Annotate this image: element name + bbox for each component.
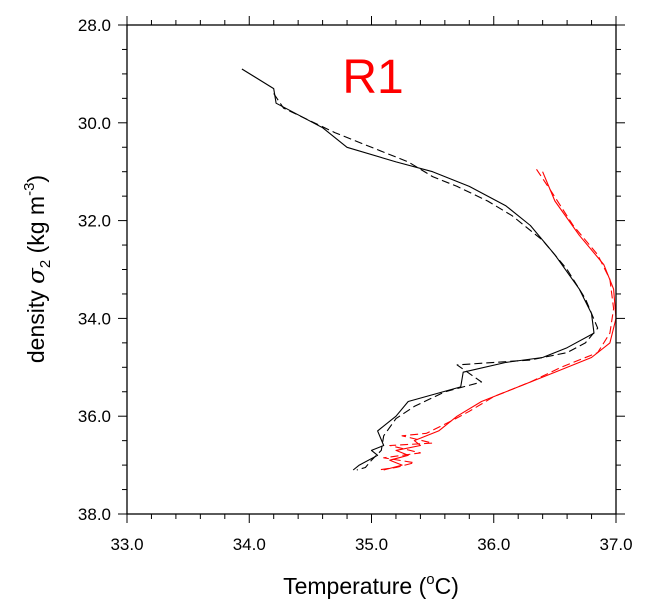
chart-title: R1 [342,51,403,104]
y-axis-title-unit-open: (kg m [23,196,49,260]
y-tick-label: 34.0 [78,309,111,328]
y-tick-label: 38.0 [78,505,111,524]
y-axis-title-sigma: σ [24,267,50,284]
x-tick-label: 36.0 [477,535,510,554]
y-axis-title-main: density [23,284,49,363]
y-tick-label: 28.0 [78,16,111,35]
x-axis-title-sup: o [426,571,434,588]
x-tick-labels: 33.0 34.0 35.0 36.0 37.0 [110,535,632,554]
series-line-4 [377,168,615,471]
x-tick-label: 37.0 [599,535,632,554]
x-axis-title: Temperature (oC) [283,571,459,599]
plot-marks [241,68,617,471]
y-tick-labels: 28.0 30.0 32.0 34.0 36.0 38.0 [78,16,111,524]
x-tick-label: 33.0 [110,535,143,554]
x-axis-title-main: Temperature ( [283,573,427,599]
y-tick-label: 32.0 [78,212,111,231]
axis-ticks [118,16,625,523]
y-tick-label: 30.0 [78,114,111,133]
y-axis-title-unit-close: ) [23,175,49,183]
x-axis-title-tail: C) [435,573,459,599]
series-line-3 [383,171,617,471]
y-axis-title: density σ2 (kg m-3) [21,175,54,363]
x-tick-label: 35.0 [355,535,388,554]
series-line-1 [241,68,595,471]
series-line-2 [273,93,599,471]
y-axis-title-sup: -3 [21,183,38,196]
y-tick-label: 36.0 [78,407,111,426]
y-axis-title-sub: 2 [37,260,54,268]
x-tick-label: 34.0 [233,535,266,554]
